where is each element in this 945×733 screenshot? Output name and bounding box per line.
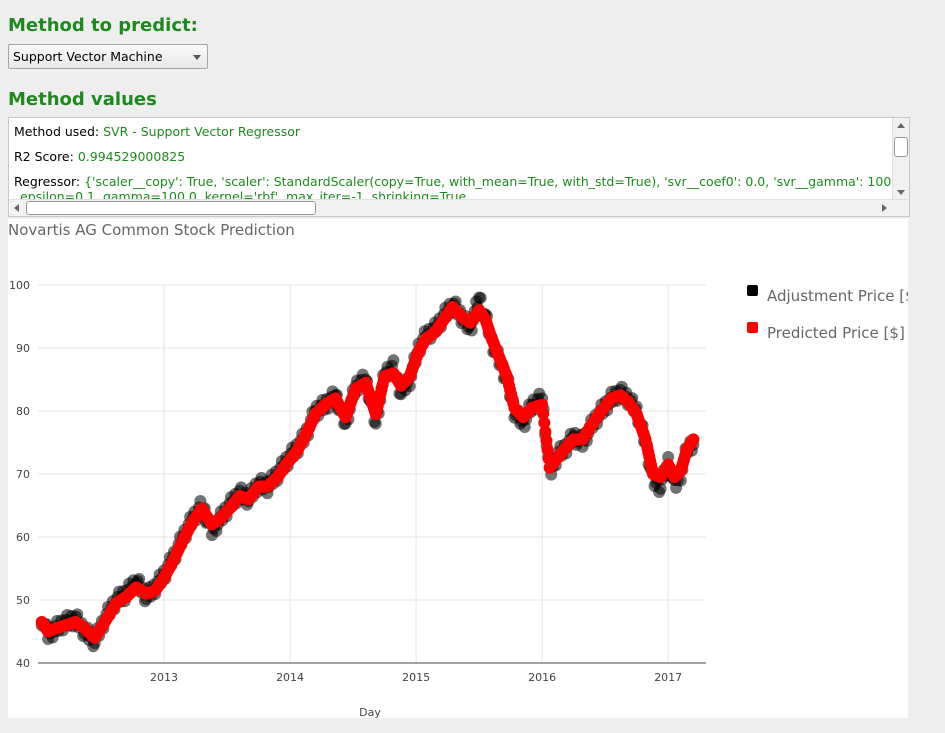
scroll-up-icon[interactable] [897,123,905,128]
predicted-price-point [687,433,700,446]
series-predicted-price [35,301,700,644]
x-tick-label: 2013 [150,671,178,684]
regressor-line-2: epsilon=0.1, gamma=100.0, kernel='rbf', … [14,189,470,199]
predicted-price-point [536,398,549,411]
chevron-down-icon [193,55,201,60]
predicted-price-point [537,407,550,420]
scroll-left-icon[interactable] [14,204,19,212]
adjustment-price-point [474,291,487,304]
predicted-price-point [541,443,554,456]
vertical-scroll-thumb[interactable] [894,137,908,157]
method-used-line: Method used: SVR - Support Vector Regres… [14,124,300,139]
y-tick-label: 100 [9,279,30,292]
method-used-value: SVR - Support Vector Regressor [103,124,301,139]
regressor-value-continued: epsilon=0.1, gamma=100.0, kernel='rbf', … [20,189,471,199]
regressor-line: Regressor: {'scaler__copy': True, 'scale… [14,174,894,189]
x-axis-label: Day [359,706,381,718]
predicted-price-point [539,425,552,438]
y-tick-label: 60 [16,531,30,544]
r2-score-line: R2 Score: 0.994529000825 [14,149,185,164]
y-tick-label: 90 [16,342,30,355]
legend-swatch-predicted-price [747,322,758,333]
chart-title: Novartis AG Common Stock Prediction [8,221,295,239]
y-tick-label: 40 [16,657,30,670]
chart-container: Novartis AG Common Stock Prediction 40 50 6… [8,219,908,718]
predicted-price-point [538,416,551,429]
series-adjustment-price [35,291,700,653]
horizontal-scroll-thumb[interactable] [26,201,316,215]
r2-score-label: R2 Score: [14,149,78,164]
y-tick-label: 50 [16,594,30,607]
x-tick-label: 2016 [528,671,556,684]
adjustment-price-point [654,482,667,495]
method-heading: Method to predict: [8,15,198,36]
regressor-label: Regressor: [14,174,85,189]
adjustment-price-point [387,354,400,367]
scroll-right-icon[interactable] [882,204,887,212]
method-values-heading: Method values [8,89,157,110]
regressor-value: {'scaler__copy': True, 'scaler': Standar… [84,174,894,189]
legend-label-adjustment-price: Adjustment Price [$] [767,287,908,305]
method-used-label: Method used: [14,124,104,139]
x-tick-label: 2014 [276,671,304,684]
method-values-box: Method used: SVR - Support Vector Regres… [8,117,910,217]
stock-prediction-chart: Novartis AG Common Stock Prediction 40 50 6… [8,221,908,718]
method-values-content: Method used: SVR - Support Vector Regres… [14,118,894,199]
method-select[interactable]: Support Vector Machine [8,44,208,69]
horizontal-scrollbar[interactable] [9,199,909,216]
y-tick-label: 70 [16,468,30,481]
adjustment-price-point [369,417,382,430]
vertical-scrollbar[interactable] [892,118,909,200]
x-tick-label: 2017 [654,671,682,684]
predicted-price-point [540,434,553,447]
y-tick-label: 80 [16,405,30,418]
x-tick-label: 2015 [402,671,430,684]
scroll-down-icon[interactable] [897,190,905,195]
method-select-value: Support Vector Machine [13,49,163,64]
r2-score-value: 0.994529000825 [77,149,186,164]
legend-label-predicted-price: Predicted Price [$] [767,324,905,342]
legend-swatch-adjustment-price [747,285,758,296]
